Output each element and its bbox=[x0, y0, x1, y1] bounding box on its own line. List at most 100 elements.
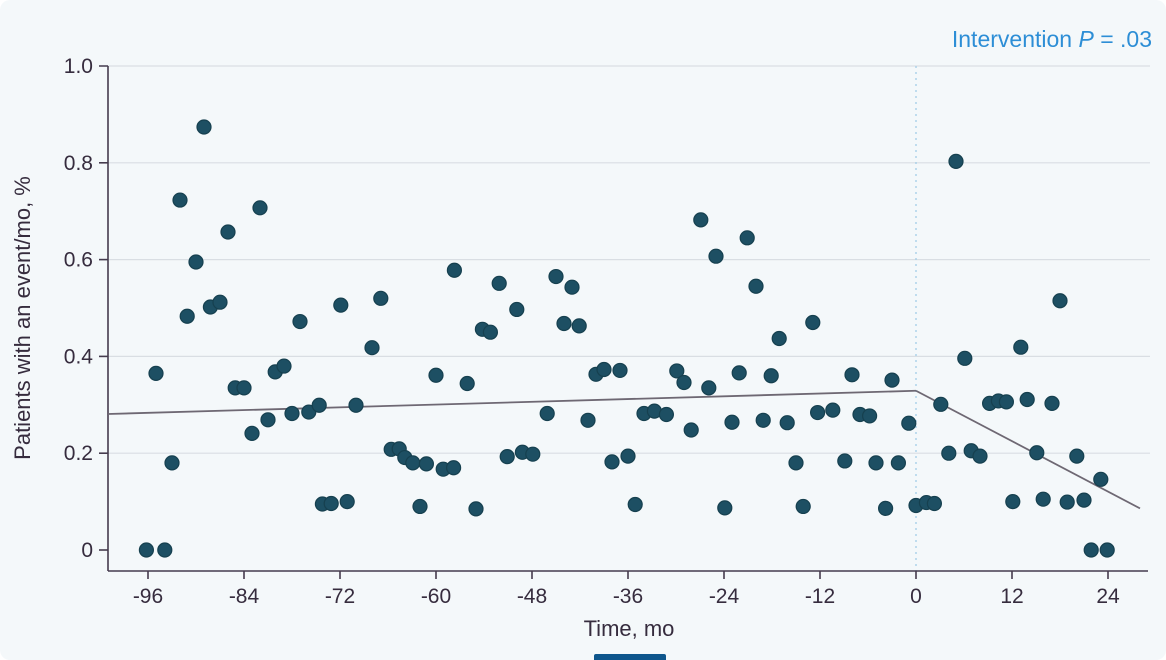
data-point bbox=[172, 192, 188, 208]
data-point bbox=[292, 313, 308, 330]
data-point bbox=[157, 542, 173, 558]
data-point bbox=[468, 501, 484, 517]
data-point bbox=[998, 394, 1015, 410]
data-point bbox=[933, 396, 949, 412]
data-point bbox=[669, 363, 685, 379]
data-point bbox=[1005, 494, 1021, 510]
data-point bbox=[708, 248, 724, 264]
x-tick-label: -36 bbox=[613, 585, 643, 608]
data-point bbox=[418, 456, 434, 472]
data-point bbox=[890, 455, 907, 471]
x-tick-label: -48 bbox=[517, 585, 547, 608]
data-point bbox=[499, 448, 515, 465]
data-point bbox=[844, 367, 860, 383]
data-point bbox=[717, 500, 733, 516]
data-points bbox=[138, 119, 1115, 558]
intervention-annotation: Intervention P = .03 bbox=[952, 26, 1152, 52]
data-point bbox=[957, 350, 973, 366]
data-point bbox=[693, 212, 709, 228]
data-point bbox=[763, 368, 779, 384]
data-point bbox=[837, 453, 853, 469]
data-point bbox=[548, 268, 564, 285]
y-tick-label: 0.4 bbox=[64, 345, 94, 368]
data-point bbox=[1029, 445, 1045, 461]
y-tick-label: 0.2 bbox=[64, 442, 93, 465]
data-point bbox=[825, 402, 841, 418]
x-axis-title: Time, mo bbox=[584, 616, 675, 641]
data-point bbox=[260, 412, 276, 428]
data-point bbox=[482, 324, 498, 340]
x-tick-label: 12 bbox=[1000, 585, 1023, 608]
data-point bbox=[809, 404, 826, 421]
data-point bbox=[731, 365, 747, 381]
data-point bbox=[428, 367, 444, 383]
data-point bbox=[148, 365, 164, 381]
data-point bbox=[311, 397, 327, 413]
data-point bbox=[1035, 491, 1051, 507]
data-point bbox=[748, 278, 764, 294]
data-point bbox=[620, 448, 636, 464]
y-tick-label: 0.6 bbox=[64, 249, 93, 272]
x-tick-label: -60 bbox=[421, 585, 451, 608]
data-point bbox=[1059, 494, 1075, 510]
data-point bbox=[164, 455, 180, 471]
data-point bbox=[220, 224, 236, 240]
trend-segment-post bbox=[915, 389, 1141, 510]
data-point bbox=[1052, 293, 1068, 309]
axes bbox=[99, 65, 1148, 579]
data-point bbox=[755, 412, 771, 428]
data-point bbox=[972, 448, 988, 464]
data-point bbox=[509, 301, 525, 318]
data-point bbox=[1099, 542, 1115, 558]
data-point bbox=[459, 375, 475, 392]
data-point bbox=[884, 372, 900, 388]
annotation-p-symbol: P bbox=[1078, 26, 1094, 52]
data-point bbox=[868, 455, 884, 471]
data-point bbox=[941, 445, 957, 461]
data-point bbox=[771, 330, 787, 347]
data-point bbox=[284, 405, 300, 422]
x-tick-label: 24 bbox=[1096, 585, 1120, 608]
data-point bbox=[805, 314, 821, 331]
data-point bbox=[701, 380, 717, 396]
data-point bbox=[1019, 391, 1035, 408]
data-point bbox=[571, 318, 587, 334]
data-point bbox=[276, 358, 292, 374]
annotation-p-value: = .03 bbox=[1094, 26, 1152, 52]
data-point bbox=[1076, 492, 1092, 508]
x-tick-label: -12 bbox=[805, 585, 835, 608]
data-point bbox=[739, 230, 755, 246]
data-point bbox=[1044, 395, 1060, 411]
y-axis-title: Patients with an event/mo, % bbox=[10, 176, 35, 460]
data-point bbox=[724, 414, 740, 430]
data-point bbox=[188, 254, 204, 270]
data-point bbox=[412, 498, 428, 515]
data-point bbox=[323, 495, 339, 512]
data-point bbox=[604, 454, 620, 470]
x-tick-label: -96 bbox=[133, 585, 163, 608]
data-point bbox=[658, 406, 675, 423]
data-point bbox=[405, 455, 421, 471]
data-point bbox=[788, 455, 804, 471]
data-point bbox=[676, 374, 692, 391]
data-point bbox=[364, 340, 380, 356]
annotation-prefix: Intervention bbox=[952, 26, 1079, 52]
x-tick-label: -24 bbox=[709, 585, 740, 608]
data-point bbox=[196, 119, 212, 135]
y-tick-label: 0.8 bbox=[64, 152, 93, 175]
data-point bbox=[877, 500, 894, 516]
data-point bbox=[1093, 471, 1109, 487]
data-point bbox=[339, 494, 355, 510]
data-point bbox=[683, 422, 699, 438]
data-point bbox=[446, 262, 462, 278]
data-point bbox=[348, 397, 364, 413]
x-tick-label: 0 bbox=[910, 585, 922, 608]
data-point bbox=[1069, 448, 1085, 464]
data-point bbox=[179, 308, 195, 324]
tick-labels: 0 0.2 0.4 0.6 0.8 1.0 -96 -84 -72 -60 -48 -36 -24 -12… bbox=[64, 55, 1120, 608]
data-point bbox=[333, 297, 349, 313]
data-point bbox=[138, 542, 154, 558]
data-point bbox=[861, 408, 878, 424]
